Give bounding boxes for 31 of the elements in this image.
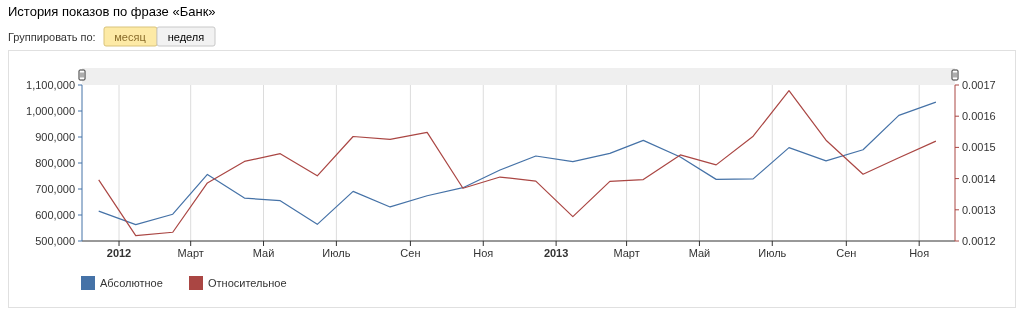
y2-tick-label: 0.0015 — [962, 141, 996, 154]
y-tick-label: 700,000 — [35, 183, 75, 195]
y2-tick-label: 0.0013 — [962, 203, 996, 216]
text: неделя — [167, 31, 205, 43]
y-tick-label: 600,000 — [35, 209, 75, 221]
y2-tick-label: 0.0016 — [962, 110, 996, 123]
y-tick-label: 900,000 — [35, 131, 75, 143]
y-tick-label: 500,000 — [35, 235, 75, 247]
x-tick-label: Июль — [758, 247, 787, 259]
x-tick-label: Март — [177, 247, 204, 259]
text: месяц — [114, 31, 147, 43]
text: Группировать по: — [8, 31, 96, 43]
legend-label: Абсолютное — [100, 277, 163, 289]
x-tick-label: Март — [613, 247, 640, 259]
x-tick-label: Ноя — [909, 247, 930, 259]
x-tick-label: Май — [688, 247, 711, 259]
y-tick-label: 1,000,000 — [26, 105, 75, 117]
chart-title: История показов по фразе «Банк» — [8, 4, 216, 19]
x-tick-label: Ноя — [473, 247, 494, 259]
y-tick-label: 1,100,000 — [26, 79, 75, 91]
y-tick-label: 800,000 — [35, 157, 75, 169]
x-tick-label: Сен — [400, 247, 421, 259]
x-tick-label: Май — [252, 247, 275, 259]
y2-tick-label: 0.0012 — [962, 235, 996, 247]
x-tick-label: 2013 — [543, 247, 569, 259]
x-tick-label: Сен — [836, 247, 857, 259]
y2-tick-label: 0.0017 — [962, 79, 996, 91]
x-tick-label: Июль — [322, 247, 351, 259]
legend-label: Относительное — [208, 277, 287, 289]
x-tick-label: 2012 — [106, 247, 132, 259]
y2-tick-label: 0.0014 — [962, 172, 996, 185]
